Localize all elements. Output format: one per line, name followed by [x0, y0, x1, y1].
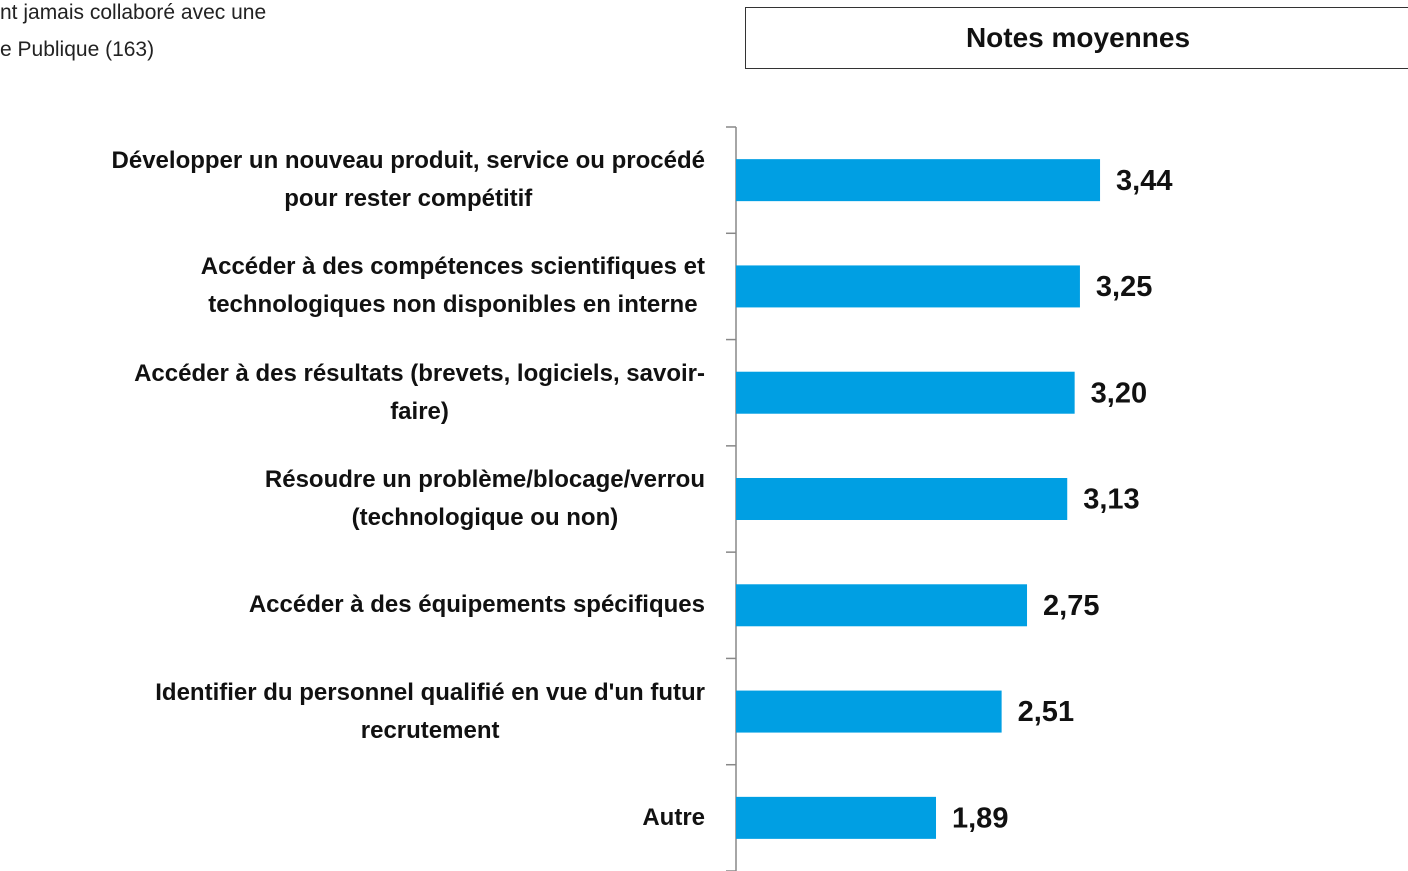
- subtitle-line: nt jamais collaboré avec une: [0, 1, 267, 24]
- bar: [736, 478, 1068, 520]
- category-label: Identifier du personnel qualifié en vue …: [155, 678, 705, 744]
- bar: [736, 690, 1002, 733]
- value-label: 1,89: [952, 803, 1008, 835]
- value-label: 3,20: [1091, 377, 1147, 409]
- bar: [736, 796, 937, 839]
- value-label: 3,13: [1083, 484, 1139, 516]
- bar: [736, 371, 1075, 414]
- category-label: Accéder à des résultats (brevets, logici…: [134, 359, 705, 425]
- value-label: 2,51: [1018, 696, 1074, 728]
- bar: [736, 159, 1101, 202]
- value-label: 3,44: [1116, 165, 1172, 197]
- category-label: Autre: [642, 803, 705, 831]
- category-label: Accéder à des compétences scientifiques …: [200, 253, 705, 319]
- category-label: Accéder à des équipements spécifiques: [248, 591, 705, 619]
- chart-title: Notes moyennes: [965, 22, 1191, 53]
- bar: [736, 265, 1080, 308]
- subtitle-line: e Publique (163): [0, 38, 155, 61]
- bar: [736, 584, 1028, 627]
- value-label: 2,75: [1043, 590, 1099, 622]
- category-label: Résoudre un problème/blocage/verrou (tec…: [264, 466, 705, 531]
- value-label: 3,25: [1096, 271, 1152, 303]
- category-label: Développer un nouveau produit, service o…: [111, 147, 705, 213]
- title-box: [745, 7, 1408, 69]
